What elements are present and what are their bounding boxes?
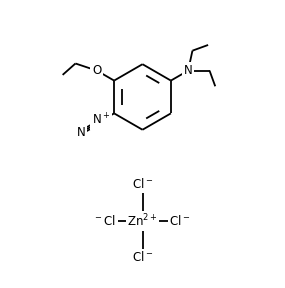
Text: Cl$^-$: Cl$^-$ — [170, 214, 191, 228]
Text: Cl$^-$: Cl$^-$ — [132, 177, 153, 192]
Text: $^-$Cl: $^-$Cl — [93, 214, 116, 228]
Text: Cl$^-$: Cl$^-$ — [132, 251, 153, 264]
Text: O: O — [92, 64, 101, 77]
Text: N: N — [184, 64, 193, 77]
Text: N: N — [77, 126, 86, 139]
Text: N$^+$: N$^+$ — [92, 113, 110, 128]
Text: Zn$^{2+}$: Zn$^{2+}$ — [127, 213, 158, 229]
